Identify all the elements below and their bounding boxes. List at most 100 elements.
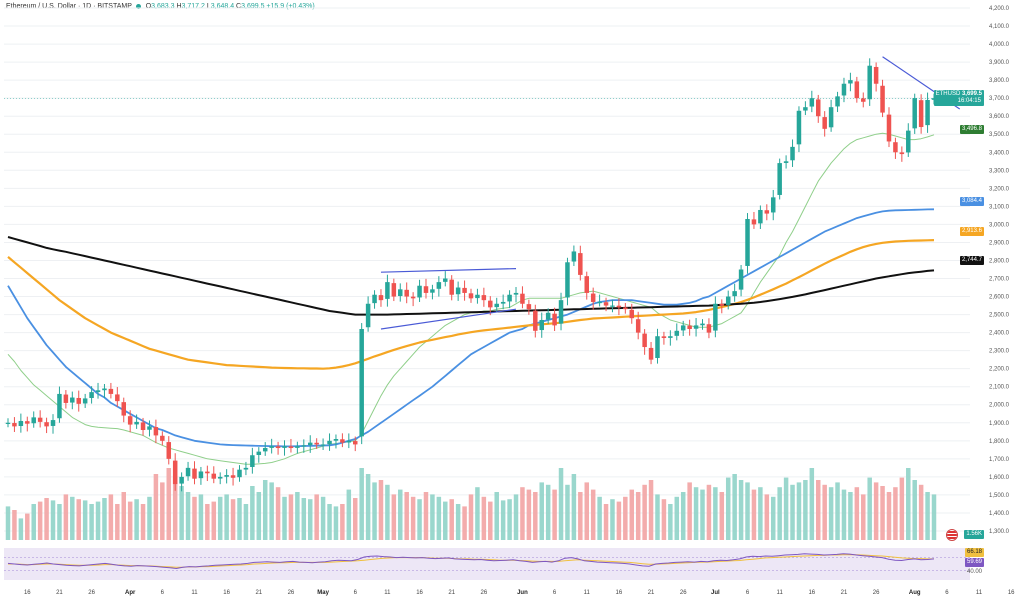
candle-body bbox=[584, 276, 590, 293]
candle-body bbox=[513, 292, 519, 295]
time-tick-label: 11 bbox=[384, 590, 391, 596]
price-tick-label: 2,200.0 bbox=[989, 367, 1010, 373]
volume-bar bbox=[597, 496, 602, 540]
volume-label: 1.56K bbox=[964, 530, 984, 539]
candle-body bbox=[166, 442, 172, 459]
rsi-level-label: 40.00 bbox=[966, 569, 982, 575]
volume-bar bbox=[481, 496, 487, 540]
candle-body bbox=[500, 301, 506, 304]
volume-bar bbox=[95, 501, 101, 540]
price-tick-label: 3,100.0 bbox=[989, 204, 1010, 210]
candle-body bbox=[269, 446, 274, 448]
candle-body bbox=[346, 440, 352, 443]
volume-bar bbox=[629, 489, 635, 540]
candle-body bbox=[738, 269, 744, 290]
open-value: 3,683.3 bbox=[151, 3, 175, 10]
candle-body bbox=[82, 398, 88, 404]
time-tick-label: 26 bbox=[88, 590, 95, 596]
volume-bar bbox=[745, 482, 750, 540]
candle-body bbox=[693, 325, 699, 329]
candle-body bbox=[629, 309, 635, 319]
volume-bar bbox=[642, 484, 647, 540]
candle-body bbox=[886, 114, 892, 142]
candle-body bbox=[552, 313, 557, 326]
price-tick-label: 3,200.0 bbox=[989, 186, 1010, 192]
candle-body bbox=[590, 293, 596, 302]
candle-body bbox=[275, 446, 281, 449]
price-axis[interactable]: 4,200.0 4,100.0 4,000.0 3,900.0 3,800.0 3,700… bbox=[989, 6, 1010, 535]
low-label: L bbox=[206, 3, 211, 10]
candle-body bbox=[121, 402, 127, 416]
candle-body bbox=[494, 303, 499, 308]
volume-bar bbox=[687, 482, 692, 540]
candle-body bbox=[314, 442, 319, 445]
candle-body bbox=[262, 448, 268, 452]
candle-body bbox=[25, 421, 30, 424]
volume-bar bbox=[906, 468, 911, 540]
candle-body bbox=[828, 107, 834, 128]
flag-bottom-line bbox=[380, 308, 517, 330]
candle-body bbox=[623, 307, 628, 310]
time-tick-label: 16 bbox=[616, 590, 623, 596]
volume-bar bbox=[31, 504, 36, 540]
candle-body bbox=[108, 388, 114, 394]
candle-body bbox=[449, 279, 454, 295]
volume-bar bbox=[398, 489, 403, 540]
candle-body bbox=[365, 303, 371, 328]
volume-bar bbox=[430, 494, 435, 540]
volume-bar bbox=[777, 487, 782, 540]
candle-body bbox=[745, 218, 750, 266]
volume-bar bbox=[462, 506, 467, 540]
candle-body bbox=[918, 100, 924, 128]
candle-body bbox=[854, 81, 860, 99]
price-tick-label: 3,300.0 bbox=[989, 168, 1010, 174]
volume-bar bbox=[848, 492, 853, 540]
time-tick-label: 16 bbox=[808, 590, 815, 596]
price-tick-label: 1,600.0 bbox=[989, 475, 1010, 481]
candle-body bbox=[571, 251, 577, 262]
candle-body bbox=[713, 303, 718, 331]
ma20-label: 3,496.8 bbox=[959, 125, 984, 134]
volume-bar bbox=[700, 489, 705, 540]
time-tick-label: 6 bbox=[161, 590, 165, 596]
volume-bar bbox=[520, 487, 525, 540]
candle-body bbox=[861, 98, 866, 102]
candle-body bbox=[899, 152, 905, 155]
volume-bar bbox=[500, 500, 506, 540]
candle-body bbox=[185, 467, 191, 477]
price-tick-label: 2,700.0 bbox=[989, 277, 1010, 283]
price-tick-label: 1,400.0 bbox=[989, 511, 1010, 517]
status-dot-icon bbox=[135, 3, 141, 9]
volume-bar bbox=[385, 484, 390, 540]
time-tick-label: 16 bbox=[416, 590, 423, 596]
price-tick-label: 3,400.0 bbox=[989, 150, 1010, 156]
volume-bar bbox=[635, 492, 641, 540]
candle-body bbox=[841, 83, 847, 96]
volume-bar bbox=[706, 484, 712, 540]
volume-bar bbox=[539, 482, 544, 540]
time-tick-label: 16 bbox=[223, 590, 230, 596]
candle-body bbox=[732, 291, 737, 297]
volume-bar bbox=[610, 499, 615, 540]
volume-bar bbox=[82, 500, 88, 540]
time-tick-label: 21 bbox=[448, 590, 455, 596]
ma50-label: 3,084.4 bbox=[959, 197, 984, 206]
volume-bar bbox=[790, 484, 795, 540]
candle-body bbox=[44, 422, 49, 427]
candle-body bbox=[436, 282, 442, 289]
candle-body bbox=[777, 163, 782, 195]
volume-bar bbox=[713, 487, 718, 540]
candle-body bbox=[648, 347, 654, 360]
volume-bar bbox=[931, 494, 937, 540]
time-axis[interactable]: 16 21 26 Apr 6 11 16 21 26 May 6 11 16 21 26 Jun 6 11 16 21… bbox=[24, 590, 1015, 596]
candle-body bbox=[725, 296, 731, 305]
volume-bar bbox=[648, 480, 654, 540]
candle-body bbox=[706, 324, 712, 333]
price-tick-label: 1,900.0 bbox=[989, 421, 1010, 427]
candle-body bbox=[796, 110, 802, 145]
volume-bar bbox=[12, 510, 17, 540]
us-flag-icon[interactable] bbox=[946, 529, 958, 541]
volume-bar bbox=[918, 484, 924, 540]
price-tick-label: 2,800.0 bbox=[989, 258, 1010, 264]
